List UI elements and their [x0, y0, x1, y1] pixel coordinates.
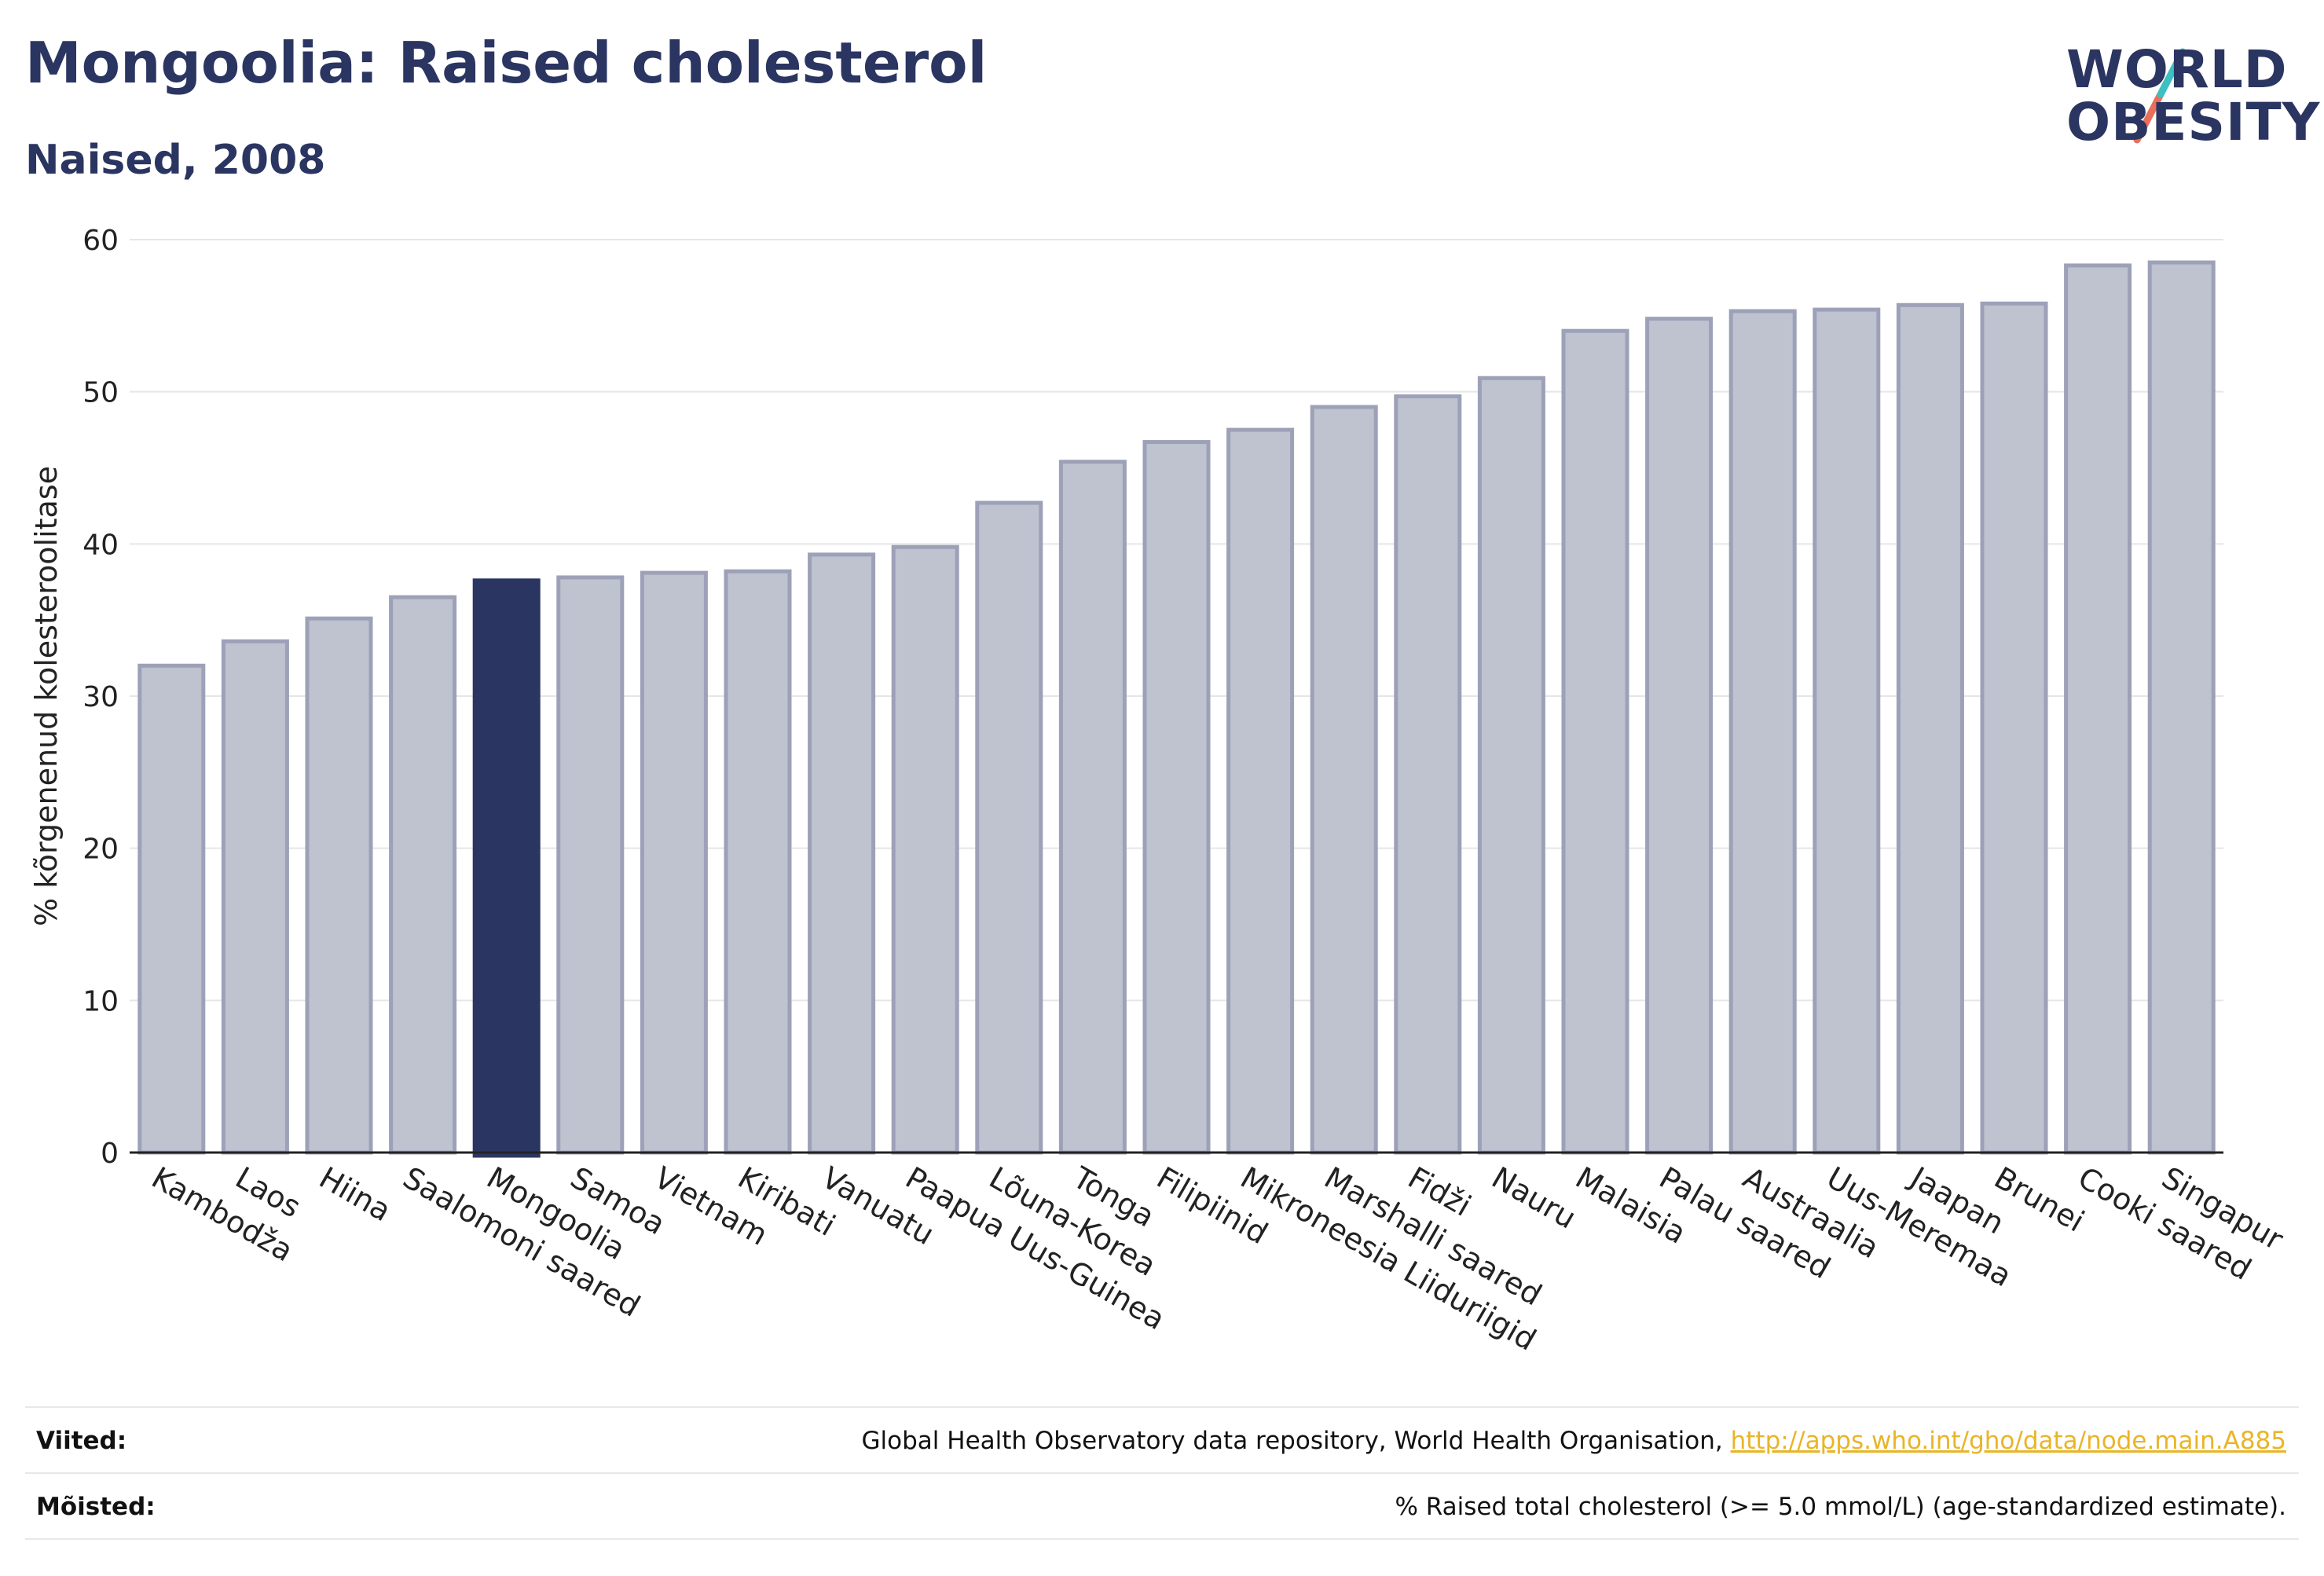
world-obesity-logo: WORLD OBESITY: [2051, 22, 2319, 171]
bar-jaapan: [1896, 302, 1964, 1155]
y-tick-label: 20: [82, 834, 119, 866]
bar-brunei: [1980, 301, 2048, 1155]
y-tick-label: 30: [82, 681, 119, 713]
y-tick-label: 40: [82, 529, 119, 561]
bar-austraalia: [1728, 309, 1797, 1155]
bar-marshalli-saared: [1310, 405, 1378, 1155]
bar-saalomoni-saared: [389, 595, 457, 1155]
bar-nauru: [1477, 376, 1545, 1155]
sources-value: Global Health Observatory data repositor…: [862, 1427, 2286, 1455]
bar-cooki-saared: [2064, 263, 2132, 1155]
definitions-value: % Raised total cholesterol (>= 5.0 mmol/…: [1395, 1493, 2286, 1521]
bar-samoa: [556, 575, 625, 1155]
bar-fid-i: [1394, 394, 1462, 1155]
bar-malaisia: [1561, 328, 1629, 1155]
sources-text: Global Health Observatory data repositor…: [861, 1427, 1731, 1455]
bar-kambod-a: [137, 663, 206, 1155]
y-axis-title: % kõrgenenud kolesteroolitase: [29, 466, 64, 926]
page-subtitle: Naised, 2008: [25, 137, 326, 184]
y-tick-label: 50: [82, 377, 119, 409]
bar-vanuatu: [808, 552, 876, 1155]
bar-filipiinid: [1142, 440, 1211, 1155]
x-tick-label: Nauru: [1486, 1160, 1582, 1236]
page-title: Mongoolia: Raised cholesterol: [25, 30, 988, 96]
bar-mikroneesia-liiduriigid: [1226, 427, 1295, 1155]
bar-tonga: [1058, 460, 1127, 1155]
footer-sources-row: Viited: Global Health Observatory data r…: [25, 1406, 2299, 1472]
definitions-label: Mõisted:: [36, 1493, 156, 1521]
bar-mongoolia: [472, 578, 541, 1158]
bar-l-una-korea: [975, 500, 1043, 1155]
bar-singapur: [2147, 260, 2216, 1155]
bar-palau-saared: [1645, 317, 1714, 1155]
y-tick-label: 10: [82, 985, 119, 1017]
sources-label: Viited:: [36, 1427, 127, 1455]
bar-laos: [221, 639, 289, 1155]
bar-uus-meremaa: [1813, 307, 1881, 1155]
y-tick-label: 0: [101, 1138, 119, 1170]
bar-chart: 0 10 20 30 40 50 60 % kõrgenenud kolesteroolita…: [29, 225, 2289, 1358]
bar-paapua-uus-guinea: [891, 544, 959, 1155]
logo-word-obesity: OBESITY: [2066, 92, 2321, 152]
bar-hiina: [305, 616, 373, 1155]
sources-link[interactable]: http://apps.who.int/gho/data/node.main.A…: [1730, 1427, 2286, 1455]
logo-slash-icon: [2133, 48, 2187, 144]
logo-word-world: WORLD: [2066, 39, 2288, 100]
x-tick-label: Brunei: [1989, 1160, 2090, 1239]
bar-vietnam: [640, 570, 708, 1155]
y-tick-label: 60: [82, 225, 119, 257]
bar-kiribati: [724, 569, 792, 1155]
footer-definitions-row: Mõisted: % Raised total cholesterol (>= …: [25, 1472, 2299, 1538]
x-tick-label: Hiina: [313, 1160, 397, 1229]
